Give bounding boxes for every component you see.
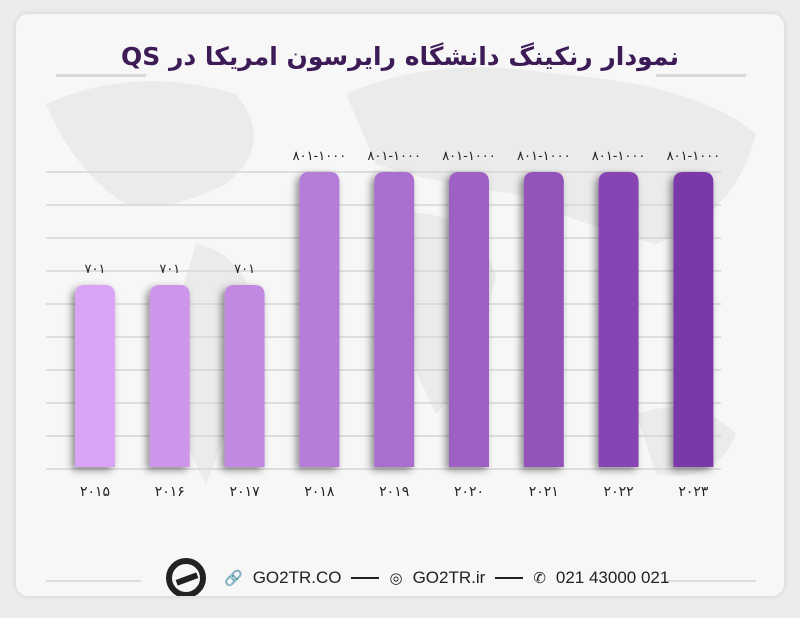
bar [673, 172, 714, 467]
phone-number[interactable]: 021 43000 021 [555, 568, 670, 587]
bar-value-label: ۷۰۱ [159, 262, 180, 277]
page-title: نمودار رنکینگ دانشگاه رایرسون امریکا در … [121, 42, 679, 71]
bar-value-label: ۸۰۱-۱۰۰۰ [367, 149, 421, 164]
footer-divider-left [46, 580, 141, 582]
x-tick-label: ۲۰۱۸ [304, 484, 335, 500]
chart-card: نمودار رنکینگ دانشگاه رایرسون امریکا در … [16, 14, 784, 596]
title-divider-right [656, 74, 746, 77]
bar [449, 172, 489, 467]
instagram-link[interactable]: GO2TR.ir [412, 568, 486, 587]
bar [299, 172, 340, 467]
link-icon: 🔗 [224, 570, 243, 587]
bar-value-label: ۷۰۱ [234, 262, 255, 277]
x-tick-label: ۲۰۱۹ [379, 484, 409, 500]
divider [495, 577, 524, 579]
bar [523, 172, 564, 467]
x-tick-label: ۲۰۱۷ [230, 484, 261, 500]
footer-divider-right [666, 580, 756, 582]
bar-value-label: ۸۰۱-۱۰۰۰ [667, 149, 721, 164]
bar-value-label: ۷۰۱ [85, 262, 106, 277]
bar [374, 172, 415, 467]
website-link[interactable]: GO2TR.CO [252, 568, 342, 587]
bar-chart: ۷۰۱ ۲۰۱۵ ۷۰۱ ۲۰۱۶ ۷۰۱ ۲۰۱۷ ۸۰۱-۱۰۰۰ ۲۰۱۸ ۸۰۱-۱۰۰… [46, 149, 721, 500]
bar-value-label: ۸۰۱-۱۰۰۰ [592, 149, 646, 164]
bar [75, 285, 115, 467]
logo-plane-icon [166, 558, 206, 596]
x-tick-label: ۲۰۲۳ [678, 484, 709, 500]
x-tick-label: ۲۰۲۱ [529, 484, 559, 500]
divider [351, 577, 380, 579]
phone-icon: ✆ [533, 570, 546, 587]
instagram-icon: ◎ [389, 570, 403, 587]
bar-value-label: ۸۰۱-۱۰۰۰ [517, 149, 571, 164]
bar-value-label: ۸۰۱-۱۰۰۰ [442, 149, 496, 164]
footer: 🔗 GO2TR.CO ◎ GO2TR.ir ✆ 021 43000 021 [166, 554, 669, 596]
x-tick-label: ۲۰۲۲ [604, 484, 634, 500]
bar [224, 285, 265, 467]
bar-value-label: ۸۰۱-۱۰۰۰ [293, 149, 347, 164]
x-tick-label: ۲۰۱۶ [155, 484, 185, 500]
x-tick-label: ۲۰۱۵ [80, 484, 110, 500]
x-tick-label: ۲۰۲۰ [454, 484, 484, 500]
bar [149, 285, 190, 467]
title-divider-left [56, 74, 146, 77]
bar [598, 172, 639, 467]
